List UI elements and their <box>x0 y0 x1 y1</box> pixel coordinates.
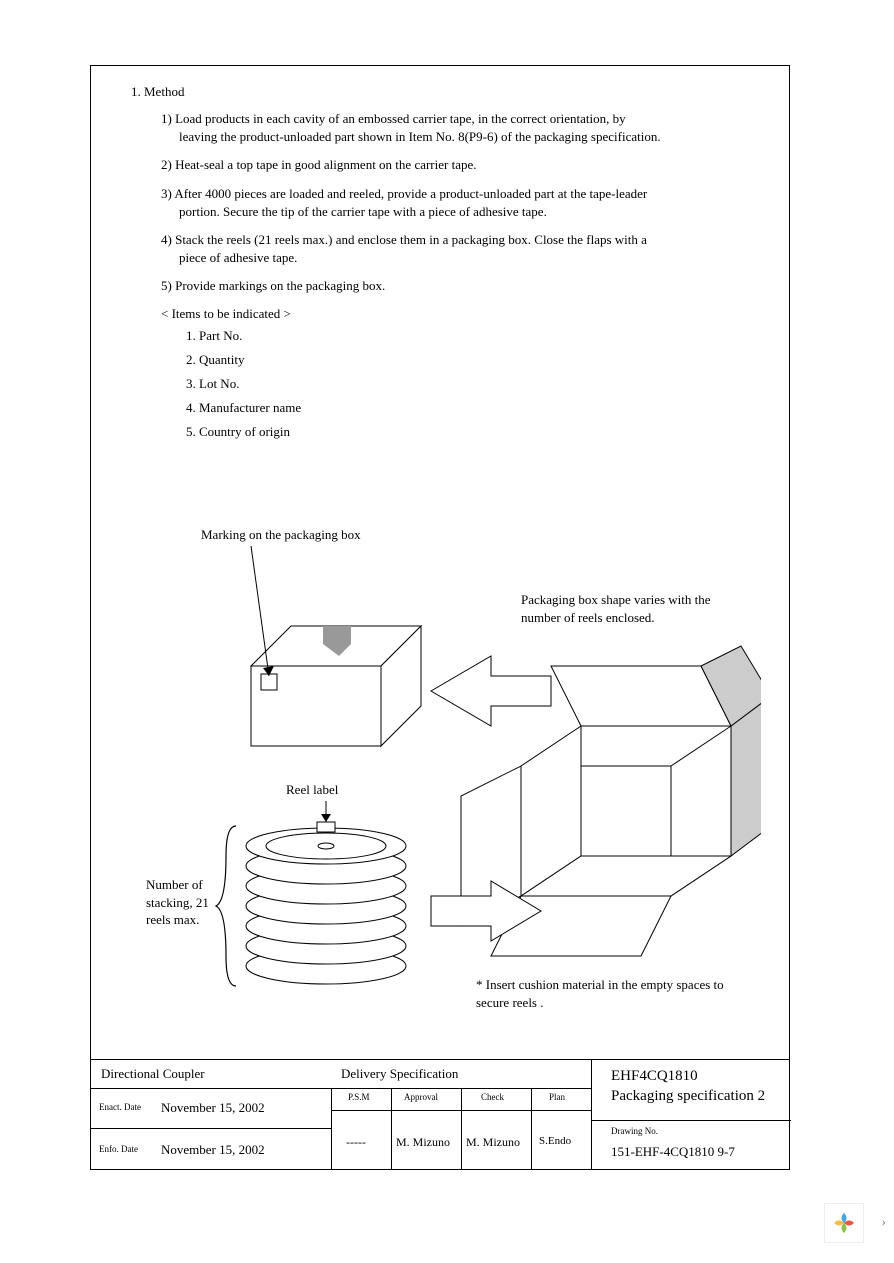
drawing-label: Drawing No. <box>611 1126 658 1136</box>
title-block: Directional Coupler Delivery Specificati… <box>91 1059 789 1169</box>
enact-label: Enact. Date <box>99 1102 141 1112</box>
enact-date: November 15, 2002 <box>161 1100 265 1116</box>
part-no: EHF4CQ1810 <box>611 1068 698 1085</box>
check-label: Check <box>481 1092 504 1102</box>
sub-item-5: 5. Country of origin <box>186 424 751 440</box>
chevron-right-icon: › <box>881 1215 886 1231</box>
approval-label: Approval <box>404 1092 438 1102</box>
page-frame: 1. Method 1) Load products in each cavit… <box>90 65 790 1170</box>
approval-value: M. Mizuno <box>396 1135 450 1150</box>
item-text: Provide markings on the packaging box. <box>175 278 385 293</box>
method-section: 1. Method 1) Load products in each cavit… <box>131 84 751 448</box>
method-item-1: 1) Load products in each cavity of an em… <box>161 110 751 146</box>
method-item-3: 3) After 4000 pieces are loaded and reel… <box>161 185 751 221</box>
arrow-left-icon <box>431 656 551 726</box>
doc-type: Delivery Specification <box>341 1066 458 1082</box>
psm-value: ----- <box>346 1135 366 1150</box>
item-num: 3) <box>161 186 172 201</box>
spec-title: Packaging specification 2 <box>611 1088 765 1105</box>
sub-item-4: 4. Manufacturer name <box>186 400 751 416</box>
item-cont: leaving the product-unloaded part shown … <box>179 128 751 146</box>
section-title: 1. Method <box>131 84 751 100</box>
item-text: Load products in each cavity of an embos… <box>175 111 626 126</box>
item-num: 2) <box>161 157 172 172</box>
item-num: 4) <box>161 232 172 247</box>
method-item-2: 2) Heat-seal a top tape in good alignmen… <box>161 156 751 174</box>
category: Directional Coupler <box>101 1066 205 1082</box>
sub-item-3: 3. Lot No. <box>186 376 751 392</box>
sub-item-2: 2. Quantity <box>186 352 751 368</box>
item-num: 1) <box>161 111 172 126</box>
item-text: Stack the reels (21 reels max.) and encl… <box>175 232 647 247</box>
item-text: Heat-seal a top tape in good alignment o… <box>175 157 476 172</box>
items-indicated-heading: < Items to be indicated > <box>161 306 751 322</box>
drawing-no: 151-EHF-4CQ1810 9-7 <box>611 1144 735 1160</box>
item-cont: portion. Secure the tip of the carrier t… <box>179 203 751 221</box>
plan-value: S.Endo <box>539 1135 571 1147</box>
method-item-5: 5) Provide markings on the packaging box… <box>161 277 751 295</box>
item-cont: piece of adhesive tape. <box>179 249 751 267</box>
packaging-diagram: Marking on the packaging box Packaging b… <box>131 526 761 1046</box>
enfo-date: November 15, 2002 <box>161 1142 265 1158</box>
watermark-logo-icon <box>824 1203 864 1243</box>
method-item-4: 4) Stack the reels (21 reels max.) and e… <box>161 231 751 267</box>
diagram-svg <box>131 526 761 1036</box>
reel-stack-icon <box>246 822 406 984</box>
plan-label: Plan <box>549 1092 565 1102</box>
check-value: M. Mizuno <box>466 1135 520 1150</box>
psm-label: P.S.M <box>348 1092 370 1102</box>
enfo-label: Enfo. Date <box>99 1144 138 1154</box>
item-text: After 4000 pieces are loaded and reeled,… <box>174 186 647 201</box>
item-num: 5) <box>161 278 172 293</box>
brace-icon <box>216 826 236 986</box>
closed-box-icon <box>251 626 421 746</box>
sub-item-1: 1. Part No. <box>186 328 751 344</box>
